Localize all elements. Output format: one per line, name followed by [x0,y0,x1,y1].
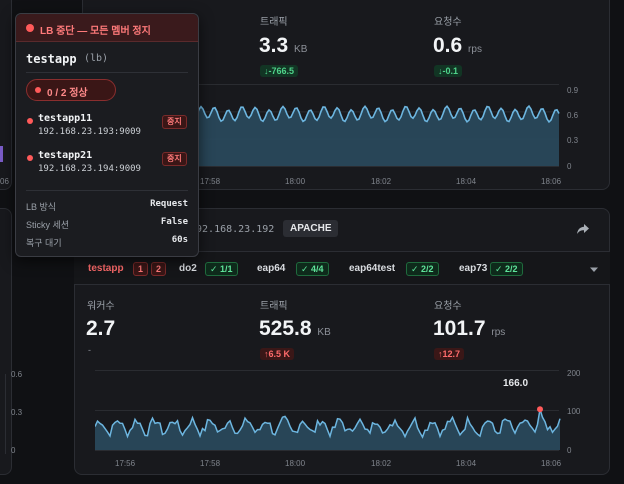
bottom-y-tick-2: 100 [567,407,581,416]
top-traffic-number: 3.3 [259,34,289,57]
setting-recovery-key: 복구 대기 [26,238,62,248]
bottom-x-tick-4: 18:02 [371,459,392,468]
left-server-panel-lower [0,208,12,475]
tooltip-header [16,14,198,42]
tooltip-divider-2 [26,190,188,191]
app-eap64test[interactable]: eap64test [349,263,396,274]
workers-delta: - [88,345,91,355]
app-testapp-chip-2[interactable]: 2 [151,262,167,276]
setting-lb-method-value: Request [150,199,188,209]
member-2-address: 192.168.23.194:9009 [38,164,141,174]
requests-chart-line [95,408,561,439]
app-do2[interactable]: do2 [179,263,197,274]
app-eap64test-chip[interactable]: ✓ 2/2 [406,262,439,276]
top-y-tick-3: 0.3 [567,136,579,145]
setting-sticky-key: Sticky 세션 [26,220,70,230]
setting-recovery-value: 60s [171,235,188,245]
server-type-badge: APACHE [283,220,339,237]
top-y-tick-4: 0 [567,162,572,171]
bottom-y-tick-3: 0 [567,446,572,455]
member-1-address: 192.168.23.193:9009 [38,127,141,137]
traffic-delta: ↑6.5 K [260,348,295,360]
top-x-tick-2: 18:00 [285,177,306,186]
tooltip-app-type: (lb) [84,53,109,64]
traffic-value: 525.8 KB [259,317,331,341]
top-requests-label: 요청수 [434,17,462,28]
app-eap73[interactable]: eap73 [459,263,488,274]
tooltip-alert-dot [26,24,34,32]
app-do2-chip[interactable]: ✓ 1/1 [205,262,238,276]
tooltip-app-name: testapp [26,52,77,66]
requests-value: 101.7 rps [433,317,505,341]
tooltip-divider-1 [26,72,188,73]
traffic-number: 525.8 [259,317,312,340]
left-y-tick-1: 0.6 [11,370,23,379]
top-x-tick-1: 17:58 [200,177,221,186]
health-badge-text: 0 / 2 정상 [47,88,88,99]
workers-label: 워커수 [87,301,115,312]
requests-unit: rps [491,327,506,338]
top-traffic-delta: ↓-766.5 [260,65,299,77]
top-traffic-value: 3.3 KB [259,34,307,58]
bottom-panel-header [74,208,610,252]
requests-chart [95,370,561,451]
left-chart-axis [0,374,6,454]
top-y-tick-2: 0.6 [567,111,579,120]
top-y-tick-1: 0.9 [567,86,579,95]
member-2-state: 중지 [162,152,187,166]
peak-marker [537,406,543,413]
member-2-name: testapp21 [38,150,93,161]
traffic-unit: KB [317,327,331,338]
traffic-label: 트래픽 [260,301,288,312]
bottom-x-tick-2: 17:58 [200,459,221,468]
top-requests-unit: rps [468,44,482,55]
top-chart-area [95,106,559,166]
member-1-name: testapp11 [38,113,93,124]
bottom-x-tick-3: 18:00 [285,459,306,468]
app-eap64-chip[interactable]: ✓ 4/4 [296,262,329,276]
top-x-tick-3: 18:02 [371,177,392,186]
top-requests-value: 0.6 rps [433,34,482,58]
app-eap64[interactable]: eap64 [257,263,286,274]
bottom-x-tick-1: 17:56 [115,459,136,468]
lb-status-tooltip: LB 중단 — 모든 멤버 정지 testapp (lb) 0 / 2 정상 t… [15,13,199,257]
tooltip-title: LB 중단 — 모든 멤버 정지 [40,26,151,37]
health-badge-dot [35,87,41,93]
top-requests-number: 0.6 [433,34,463,57]
share-icon[interactable] [576,222,590,236]
requests-delta: ↑12.7 [434,348,465,360]
app-eap73-chip[interactable]: ✓ 2/2 [490,262,523,276]
requests-label: 요청수 [434,301,462,312]
member-2-dot [27,155,33,161]
top-traffic-label: 트래픽 [260,17,288,28]
top-traffic-unit: KB [294,44,308,55]
top-requests-delta: ↓-0.1 [434,65,463,77]
left-y-tick-2: 0.3 [11,408,23,417]
app-testapp[interactable]: testapp [88,263,124,274]
left-y-tick-3: 0 [11,446,16,455]
member-1-dot [27,118,33,124]
setting-lb-method-key: LB 방식 [26,202,57,212]
requests-number: 101.7 [433,317,486,340]
bottom-x-tick-5: 18:04 [456,459,477,468]
chevron-down-icon[interactable] [589,266,599,274]
bottom-x-tick-6: 18:06 [541,459,562,468]
bottom-y-tick-1: 200 [567,369,581,378]
top-x-tick-5: 18:06 [541,177,562,186]
health-badge [26,79,116,101]
top-x-tick-4: 18:04 [456,177,477,186]
app-testapp-chip-1[interactable]: 1 [133,262,149,276]
left-server-panel [0,0,12,190]
setting-sticky-value: False [160,217,188,227]
member-1-state: 중지 [162,115,187,129]
requests-chart-area [95,409,560,450]
server-ip: 192.168.23.192 [190,224,275,235]
peak-label: 166.0 [503,378,529,389]
workers-value: 2.7 [86,317,116,340]
left-x-tick: 06 [0,177,9,186]
left-bar [0,146,3,162]
